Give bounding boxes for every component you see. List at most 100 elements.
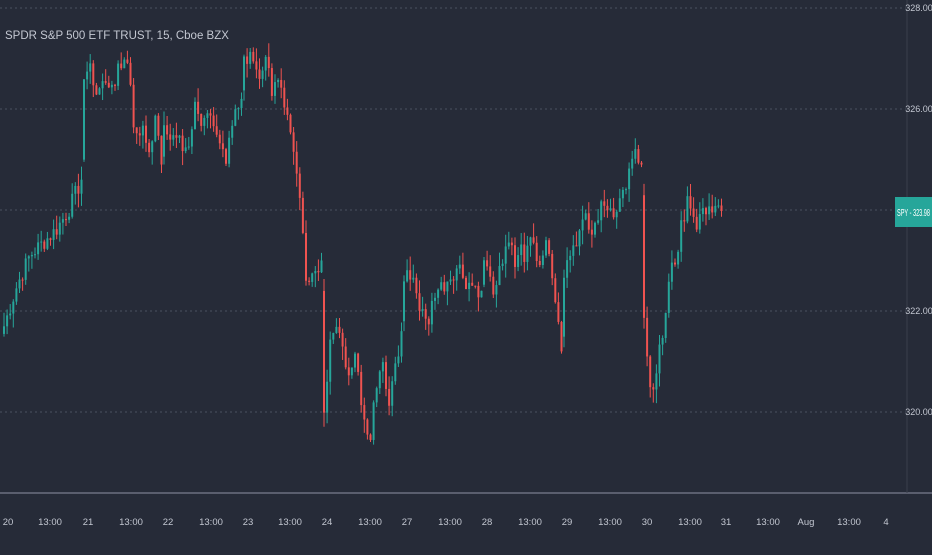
candle-body bbox=[621, 189, 624, 199]
time-tick-label: 13:00 bbox=[358, 517, 382, 528]
candle-body bbox=[541, 255, 544, 266]
candle-body bbox=[89, 63, 92, 72]
candle-body bbox=[677, 251, 680, 265]
candle-body bbox=[520, 244, 523, 256]
candle-body bbox=[532, 237, 535, 243]
candle-body bbox=[329, 339, 332, 382]
candle-body bbox=[234, 109, 237, 126]
candle-body bbox=[548, 240, 551, 254]
candle-body bbox=[667, 281, 670, 313]
time-tick-label: 24 bbox=[322, 517, 333, 528]
candle-body bbox=[317, 270, 320, 273]
candle-body bbox=[705, 208, 707, 215]
candle-body bbox=[495, 285, 498, 295]
candle-body bbox=[486, 260, 489, 267]
candle-body bbox=[354, 353, 356, 368]
candle-body bbox=[46, 238, 49, 249]
candle-body bbox=[400, 331, 403, 357]
candle-body bbox=[200, 113, 203, 126]
candle-body bbox=[492, 276, 495, 295]
candle-body bbox=[203, 117, 206, 126]
candle-body bbox=[661, 337, 664, 345]
candle-body bbox=[452, 279, 455, 281]
candle-body bbox=[609, 208, 612, 211]
candle-body bbox=[510, 242, 513, 246]
candle-body bbox=[575, 245, 578, 247]
time-axis[interactable]: 20 13:00 21 13:00 22 13:00 23 13:00 24 13:00 27 13:… bbox=[3, 517, 889, 528]
candle-body bbox=[132, 84, 135, 128]
candle-body bbox=[372, 402, 375, 440]
candle-body bbox=[689, 196, 692, 209]
candle-body bbox=[409, 270, 412, 280]
last-price-badge: SPY - 323.98 bbox=[895, 197, 932, 227]
candle-body bbox=[206, 113, 209, 118]
candle-body bbox=[412, 277, 415, 280]
time-tick-label: 13:00 bbox=[199, 517, 223, 528]
time-tick-label: 13:00 bbox=[678, 517, 702, 528]
price-tick-label: 322.00 bbox=[905, 306, 932, 316]
last-price-label: SPY - 323.98 bbox=[897, 208, 930, 219]
candle-body bbox=[314, 270, 317, 274]
candle-body bbox=[701, 208, 704, 215]
candle-body bbox=[98, 88, 101, 95]
candle-body bbox=[720, 205, 723, 212]
candle-body bbox=[480, 290, 483, 298]
time-tick-label: Aug bbox=[798, 517, 815, 528]
time-tick-label: 4 bbox=[883, 517, 888, 528]
time-tick-label: 13:00 bbox=[518, 517, 542, 528]
candle-body bbox=[129, 62, 132, 85]
candle-body bbox=[308, 280, 311, 282]
candle-body bbox=[30, 255, 33, 257]
candle-body bbox=[228, 137, 231, 164]
candle-body bbox=[501, 263, 504, 267]
candle-body bbox=[545, 240, 547, 256]
candle-body bbox=[711, 206, 714, 213]
candle-body bbox=[86, 71, 89, 80]
candle-body bbox=[406, 270, 409, 282]
candle-body bbox=[670, 262, 673, 282]
candle-body bbox=[172, 135, 175, 140]
candle-body bbox=[166, 125, 169, 135]
candle-body bbox=[363, 405, 366, 420]
time-tick-label: 22 bbox=[163, 517, 174, 528]
candle-body bbox=[95, 85, 98, 95]
candle-body bbox=[114, 84, 116, 86]
candle-body bbox=[175, 135, 178, 138]
candle-body bbox=[264, 56, 267, 71]
candle-body bbox=[698, 214, 701, 230]
candle-body bbox=[708, 206, 711, 215]
candle-body bbox=[468, 282, 471, 290]
candle-body bbox=[212, 115, 215, 127]
candle-body bbox=[255, 61, 258, 70]
candle-body bbox=[148, 142, 151, 153]
candle-body bbox=[375, 388, 378, 403]
candle-body bbox=[12, 301, 15, 314]
candle-body bbox=[551, 253, 554, 279]
candle-body bbox=[394, 363, 397, 382]
candle-body bbox=[692, 208, 695, 217]
candle-body bbox=[138, 133, 141, 136]
candle-body bbox=[625, 189, 627, 191]
candle-body bbox=[338, 326, 341, 333]
last-price-badge-bg bbox=[895, 197, 932, 227]
candle-body bbox=[178, 135, 181, 138]
candle-body bbox=[600, 201, 603, 221]
candle-body bbox=[295, 151, 298, 174]
candle-body bbox=[489, 266, 492, 277]
candle-body bbox=[674, 262, 676, 265]
time-tick-label: 13:00 bbox=[119, 517, 143, 528]
candle-body bbox=[584, 213, 587, 220]
candle-body bbox=[6, 315, 9, 327]
candle-body bbox=[80, 179, 83, 194]
candle-body bbox=[24, 258, 27, 280]
time-tick-label: 13:00 bbox=[598, 517, 622, 528]
candle-body bbox=[587, 213, 590, 230]
candle-body bbox=[43, 241, 46, 249]
candle-body bbox=[618, 198, 621, 212]
candle-body bbox=[326, 381, 329, 413]
candle-body bbox=[74, 185, 77, 194]
candle-body bbox=[612, 208, 615, 218]
candle-body bbox=[15, 288, 18, 302]
